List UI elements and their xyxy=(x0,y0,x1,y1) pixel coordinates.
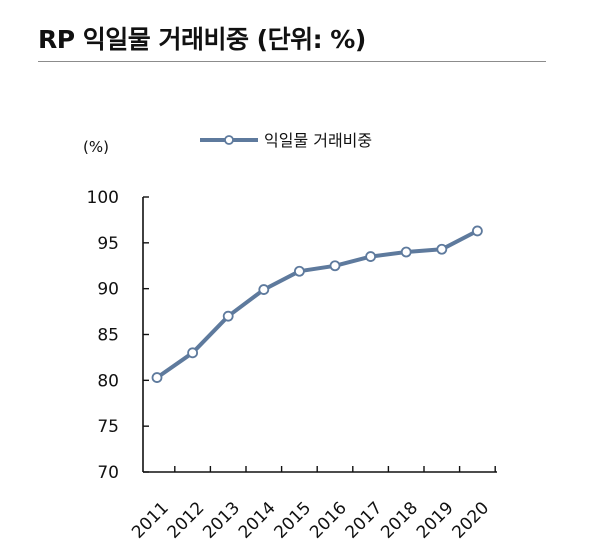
data-point-marker xyxy=(258,284,270,295)
data-point-marker xyxy=(187,347,199,359)
chart-axes xyxy=(142,197,497,473)
x-tick-label: 2013 xyxy=(199,498,244,543)
y-axis-unit-label: (%) xyxy=(83,138,109,156)
y-tick-label: 75 xyxy=(97,417,119,437)
title-divider xyxy=(38,61,546,62)
x-tick-label: 2020 xyxy=(448,498,493,543)
y-tick-label: 80 xyxy=(97,371,119,391)
data-point-marker xyxy=(329,260,341,272)
y-tick-label: 90 xyxy=(97,280,119,300)
x-tick-label: 2014 xyxy=(235,498,280,543)
x-tick-label: 2016 xyxy=(306,498,351,543)
data-point-marker xyxy=(471,225,483,237)
data-point-marker xyxy=(400,246,412,258)
legend-marker xyxy=(224,135,234,145)
data-point-marker xyxy=(436,243,448,255)
y-tick-label: 95 xyxy=(97,234,119,254)
x-tick-label: 2011 xyxy=(128,498,173,543)
legend-label: 익일물 거래비중 xyxy=(264,131,372,150)
x-tick-label: 2018 xyxy=(377,498,422,543)
x-tick-label: 2012 xyxy=(164,498,209,543)
x-tick-label: 2019 xyxy=(413,498,458,543)
y-tick-label: 85 xyxy=(97,326,119,346)
y-tick-label: 100 xyxy=(87,188,119,208)
data-point-marker xyxy=(222,310,234,322)
x-tick-label: 2015 xyxy=(270,498,315,543)
data-point-marker xyxy=(293,265,305,277)
data-point-marker xyxy=(151,372,163,383)
series-line xyxy=(155,228,480,380)
data-point-marker xyxy=(365,251,377,262)
y-axis-ticks: 70 75 80 85 90 95 100 xyxy=(87,188,149,483)
y-tick-label: 70 xyxy=(97,463,119,483)
series-group xyxy=(151,225,483,383)
chart-title: RP 익일물 거래비중 (단위: %) xyxy=(38,25,366,54)
chart-legend: 익일물 거래비중 xyxy=(200,131,372,150)
x-tick-label: 2017 xyxy=(342,498,387,543)
